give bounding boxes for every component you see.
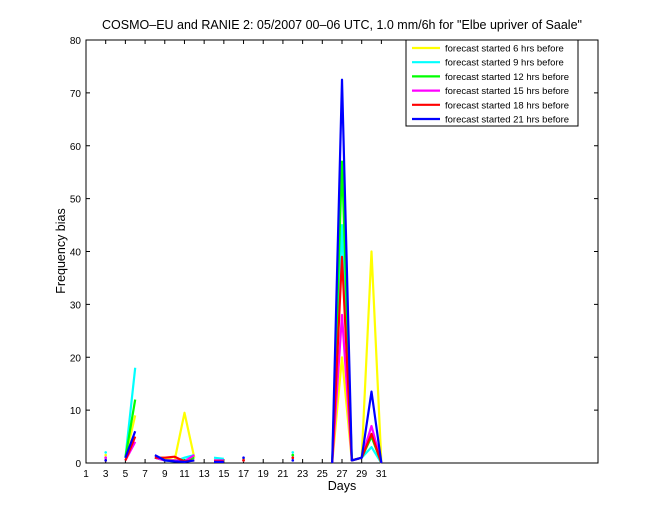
y-tick-label: 40	[70, 248, 82, 259]
x-tick-label: 31	[376, 469, 388, 480]
data-point	[291, 453, 295, 457]
legend-label: forecast started 15 hrs before	[445, 86, 569, 97]
x-axis-label: Days	[328, 479, 356, 493]
x-tick-label: 25	[317, 469, 329, 480]
y-tick-label: 10	[70, 406, 82, 417]
y-tick-label: 80	[70, 36, 82, 47]
data-point	[291, 459, 295, 462]
series-line	[124, 430, 137, 459]
legend-label: forecast started 9 hrs before	[445, 58, 564, 69]
data-point	[104, 453, 107, 457]
y-tick-label: 30	[70, 300, 82, 311]
series-6	[104, 78, 383, 464]
x-tick-label: 11	[179, 469, 190, 480]
x-tick-label: 15	[218, 469, 230, 480]
series-line	[124, 399, 137, 458]
x-tick-label: 7	[142, 469, 148, 480]
x-tick-label: 1	[83, 469, 89, 480]
data-point	[242, 456, 245, 460]
legend: forecast started 6 hrs before forecast st…	[405, 39, 579, 127]
y-tick-label: 20	[70, 353, 82, 364]
data-point	[242, 459, 245, 462]
y-axis-label: Frequency bias	[54, 208, 68, 293]
legend-label: forecast started 21 hrs before	[445, 115, 569, 126]
data-point	[104, 459, 107, 462]
data-point	[104, 456, 107, 460]
legend-box	[405, 39, 579, 127]
legend-label: forecast started 18 hrs before	[445, 100, 569, 111]
series-layer	[104, 78, 383, 464]
data-point	[291, 456, 295, 460]
series-line	[331, 78, 383, 464]
x-tick-label: 9	[162, 469, 168, 480]
x-tick-label: 17	[238, 469, 250, 480]
data-point	[104, 451, 107, 454]
y-axis: 0 10 20 30 40 50 60 70 80	[70, 36, 598, 470]
legend-label: forecast started 12 hrs before	[445, 72, 569, 83]
x-tick-label: 23	[297, 469, 309, 480]
series-line	[213, 456, 224, 460]
x-tick-label: 29	[356, 469, 368, 480]
x-tick-label: 27	[336, 469, 348, 480]
y-tick-label: 70	[70, 89, 82, 100]
x-tick-label: 21	[277, 469, 289, 480]
y-tick-label: 0	[75, 459, 81, 470]
x-tick-label: 3	[103, 469, 109, 480]
x-tick-label: 13	[199, 469, 211, 480]
series-line	[154, 454, 195, 463]
x-tick-label: 5	[123, 469, 129, 480]
y-tick-label: 50	[70, 195, 82, 206]
data-point	[291, 451, 295, 454]
legend-label: forecast started 6 hrs before	[445, 44, 564, 55]
y-tick-label: 60	[70, 142, 82, 153]
x-tick-label: 19	[258, 469, 270, 480]
chart-title: COSMO–EU and RANIE 2: 05/2007 00–06 UTC,…	[102, 18, 582, 32]
